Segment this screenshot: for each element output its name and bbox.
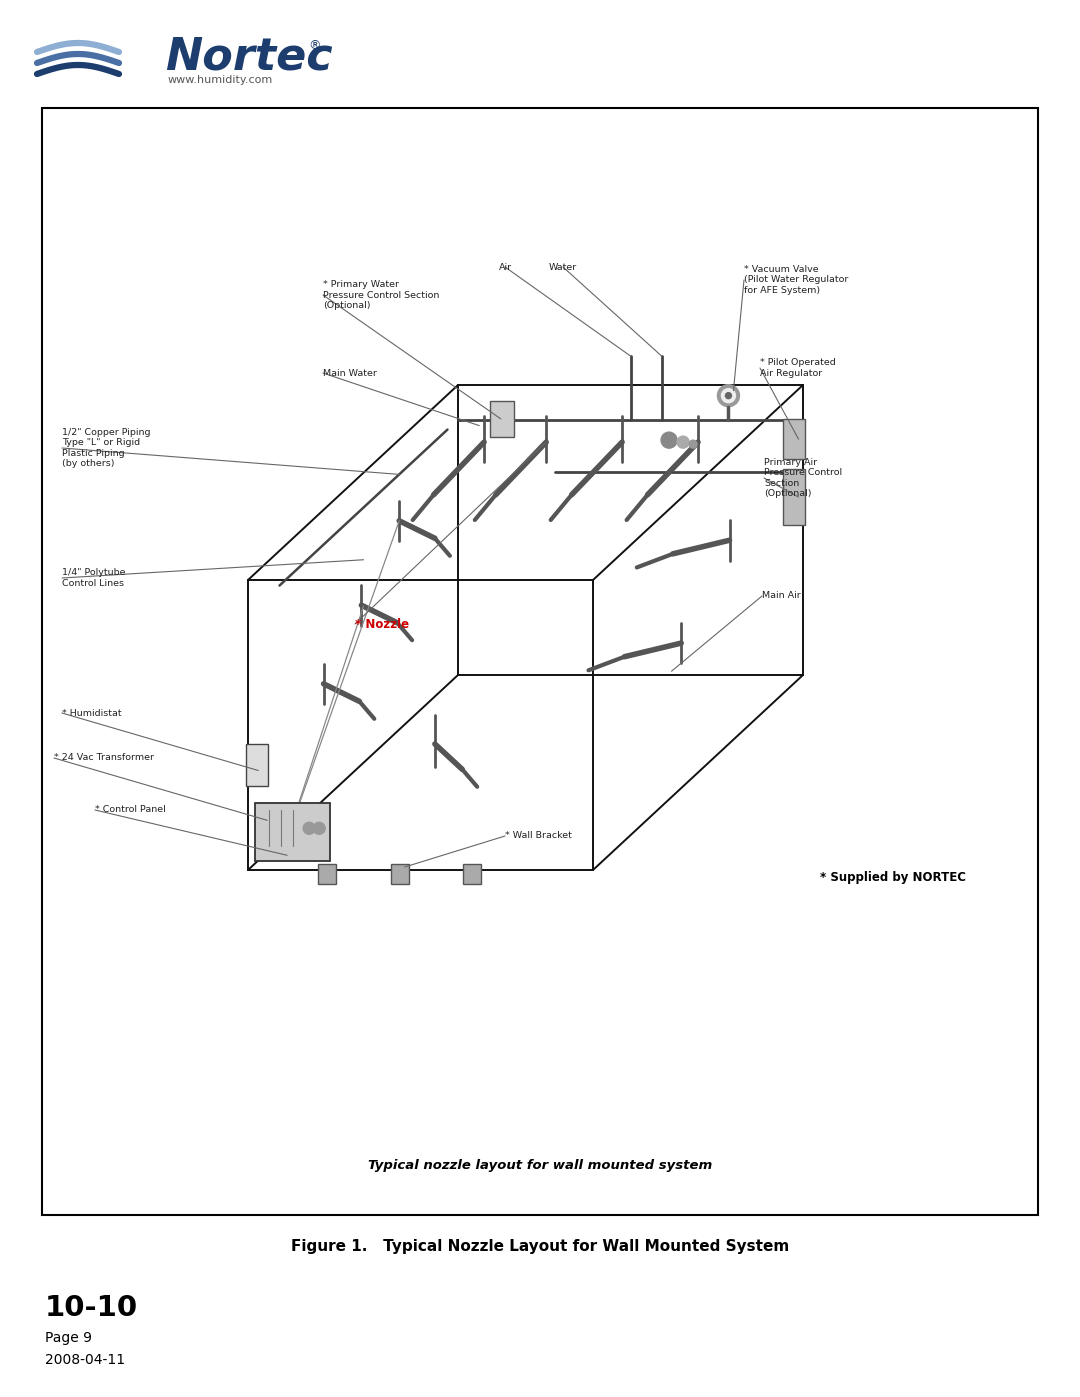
Text: 1/4" Polytube
Control Lines: 1/4" Polytube Control Lines (62, 569, 125, 588)
Text: * 24 Vac Transformer: * 24 Vac Transformer (54, 753, 154, 763)
Circle shape (689, 440, 697, 448)
Text: 10-10: 10-10 (45, 1294, 138, 1322)
Text: * Control Panel: * Control Panel (95, 806, 165, 814)
Bar (246, 743, 268, 785)
Circle shape (313, 823, 325, 834)
Bar (489, 401, 514, 437)
Text: www.humidity.com: www.humidity.com (168, 75, 273, 85)
Text: Main Air: Main Air (762, 591, 800, 601)
Bar (42, 108, 1038, 1215)
Bar (463, 863, 482, 884)
Text: Air: Air (499, 263, 512, 271)
Bar (319, 863, 336, 884)
Text: * Primary Water
Pressure Control Section
(Optional): * Primary Water Pressure Control Section… (323, 281, 440, 310)
Circle shape (303, 823, 315, 834)
Text: Main Water: Main Water (323, 369, 377, 377)
Bar (783, 469, 805, 525)
Text: ®: ® (308, 39, 321, 53)
Bar (783, 419, 805, 460)
Circle shape (721, 388, 735, 402)
Text: 2008-04-11: 2008-04-11 (45, 1354, 125, 1368)
Text: 1/2" Copper Piping
Type "L" or Rigid
Plastic Piping
(by others): 1/2" Copper Piping Type "L" or Rigid Pla… (62, 427, 150, 468)
Text: * Nozzle: * Nozzle (355, 617, 409, 630)
Circle shape (677, 436, 689, 448)
Text: Nortec: Nortec (165, 35, 333, 78)
Text: * Pilot Operated
Air Regulator: * Pilot Operated Air Regulator (760, 358, 836, 377)
Bar (255, 803, 330, 862)
Circle shape (717, 384, 740, 407)
Bar (391, 863, 409, 884)
Text: Page 9: Page 9 (45, 1331, 92, 1345)
Text: Water: Water (549, 263, 577, 271)
Text: * Vacuum Valve
(Pilot Water Regulator
for AFE System): * Vacuum Valve (Pilot Water Regulator fo… (744, 265, 849, 295)
Text: * Wall Bracket: * Wall Bracket (505, 831, 572, 841)
Text: Figure 1.   Typical Nozzle Layout for Wall Mounted System: Figure 1. Typical Nozzle Layout for Wall… (291, 1239, 789, 1255)
Text: Primary Air
Pressure Control
Section
(Optional): Primary Air Pressure Control Section (Op… (764, 458, 842, 499)
Text: * Supplied by NORTEC: * Supplied by NORTEC (820, 872, 966, 884)
Circle shape (661, 432, 677, 448)
Text: Typical nozzle layout for wall mounted system: Typical nozzle layout for wall mounted s… (368, 1158, 712, 1172)
Circle shape (726, 393, 731, 398)
Text: * Humidistat: * Humidistat (62, 708, 122, 718)
